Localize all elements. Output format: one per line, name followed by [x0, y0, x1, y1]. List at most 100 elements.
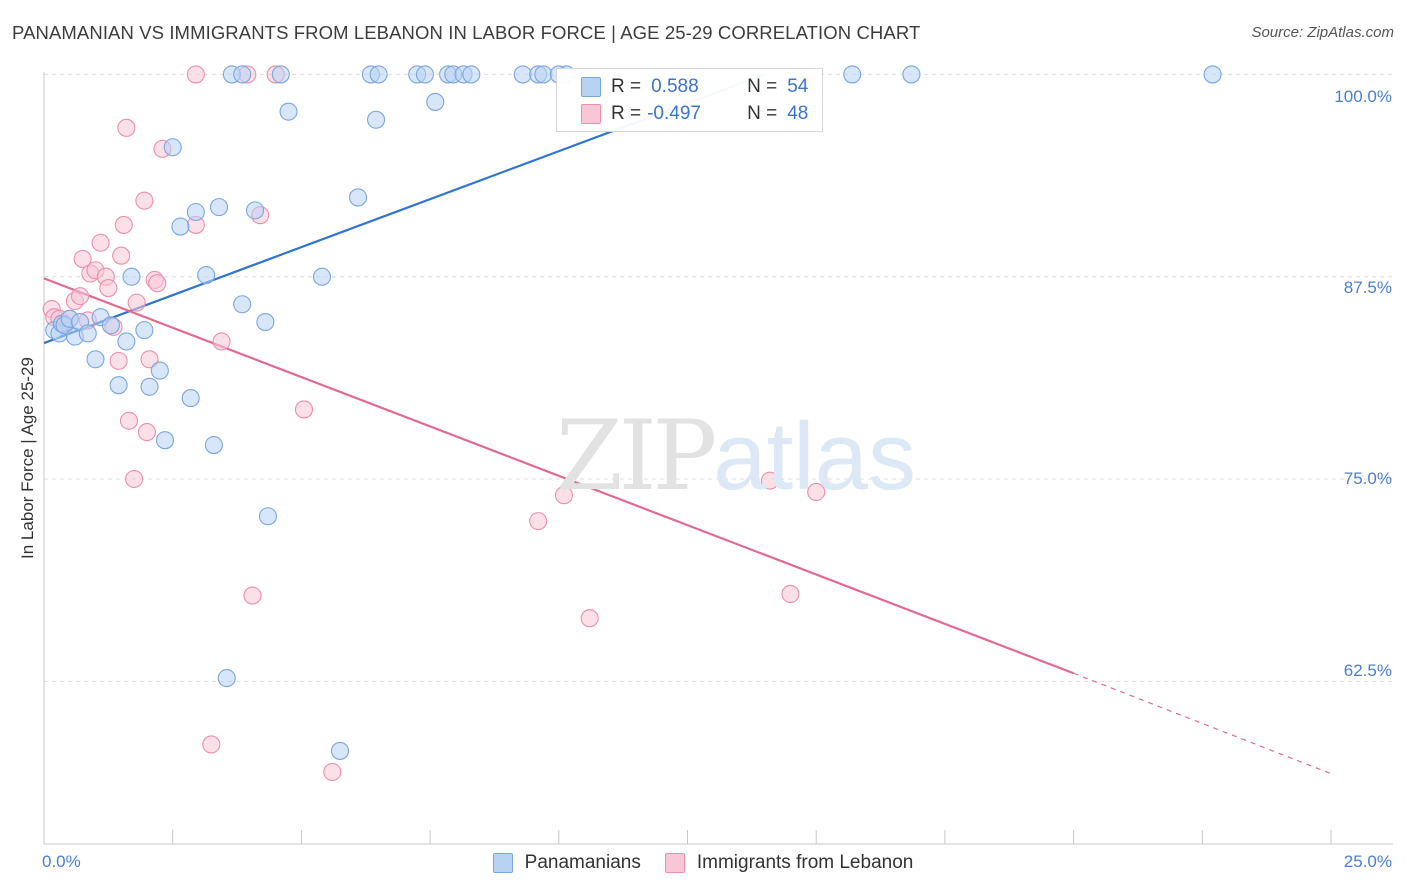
data-point — [534, 65, 553, 84]
data-point — [217, 669, 236, 688]
data-point — [204, 435, 223, 455]
legend-item-label: Panamanians — [524, 852, 641, 873]
data-point — [140, 377, 159, 396]
data-point — [243, 586, 262, 605]
data-point — [279, 102, 298, 121]
y-axis-label: In Labor Force | Age 25-29 — [18, 357, 37, 559]
correlation-legend: R = 0.588 N = 54 R = -0.497 N = 48 — [556, 68, 823, 132]
data-point — [294, 400, 314, 419]
data-point — [233, 65, 252, 84]
data-point — [163, 138, 182, 157]
data-point — [426, 92, 445, 111]
data-point — [580, 609, 599, 628]
data-point — [155, 431, 175, 450]
trend-line — [43, 277, 1074, 675]
data-point — [323, 762, 342, 782]
data-point — [209, 198, 229, 217]
x-tick-label: 0.0% — [42, 852, 81, 871]
data-point — [760, 471, 779, 490]
data-point — [246, 201, 265, 220]
data-point — [70, 287, 90, 306]
data-point — [256, 312, 275, 332]
y-tick-label: 75.0% — [1343, 469, 1392, 488]
data-point — [91, 233, 110, 252]
legend-item-lebanon[interactable]: Immigrants from Lebanon — [664, 852, 914, 874]
trend-layer — [43, 73, 1332, 775]
data-point — [109, 351, 128, 370]
data-point — [150, 361, 169, 380]
data-point — [86, 350, 105, 369]
data-point — [271, 65, 290, 84]
trend-line-extension — [1073, 672, 1332, 775]
data-point — [117, 118, 136, 137]
x-tick-label: 25.0% — [1343, 852, 1392, 871]
legend-n-label: N = — [747, 76, 778, 97]
data-point — [554, 486, 573, 505]
y-tick-label: 62.5% — [1343, 661, 1392, 680]
data-point — [135, 191, 154, 210]
legend-r-value: 0.588 — [651, 76, 699, 97]
data-point — [127, 293, 146, 312]
data-point — [513, 65, 532, 84]
legend-item-label: Immigrants from Lebanon — [696, 852, 914, 873]
data-point — [171, 217, 190, 236]
data-point — [233, 295, 252, 314]
legend-swatch-blue — [492, 853, 513, 873]
legend-swatch-pink — [581, 104, 601, 124]
y-tick-label: 100.0% — [1334, 87, 1392, 106]
data-point — [312, 267, 332, 286]
legend-r-value: -0.497 — [647, 103, 701, 124]
legend-n-value: 54 — [787, 76, 809, 97]
data-point — [202, 735, 221, 754]
data-point — [415, 65, 435, 84]
data-point — [99, 279, 118, 298]
legend-swatch-pink — [664, 853, 685, 873]
data-point — [140, 350, 159, 369]
data-point — [78, 324, 97, 343]
chart-title: PANAMANIAN VS IMMIGRANTS FROM LEBANON IN… — [12, 22, 921, 43]
data-point — [101, 316, 120, 335]
data-point — [148, 274, 167, 293]
legend-row-panamanians: R = 0.588 N = 54 — [581, 75, 808, 99]
data-point — [902, 65, 921, 84]
data-point — [114, 215, 133, 234]
legend-item-panamanians[interactable]: Panamanians — [492, 852, 641, 874]
data-point — [807, 482, 826, 502]
legend-row-lebanon: R = -0.497 N = 48 — [581, 102, 808, 126]
data-point — [186, 202, 205, 222]
legend-r-label: R = — [611, 76, 642, 97]
data-point — [73, 249, 92, 268]
series-legend: Panamanians Immigrants from Lebanon — [0, 852, 1406, 874]
data-point — [843, 65, 862, 84]
data-point — [186, 65, 205, 84]
data-point — [781, 584, 800, 603]
source-credit: Source: ZipAtlas.com — [1251, 24, 1394, 41]
data-point — [369, 65, 388, 84]
data-point — [529, 512, 548, 531]
data-point — [181, 389, 200, 408]
data-point — [212, 332, 231, 351]
data-point — [197, 266, 216, 285]
y-tick-label: 87.5% — [1343, 278, 1392, 297]
axes-layer — [43, 72, 1393, 845]
data-point — [135, 321, 154, 340]
data-point — [109, 376, 128, 395]
data-point — [348, 188, 368, 207]
data-point — [122, 267, 141, 286]
legend-n-value: 48 — [787, 103, 809, 124]
data-point — [119, 411, 138, 430]
data-point — [1203, 65, 1222, 84]
data-point — [366, 110, 386, 129]
legend-n-label: N = — [747, 103, 778, 124]
data-point — [462, 65, 481, 84]
data-point — [258, 507, 277, 526]
data-point — [125, 469, 144, 489]
legend-r-label: R = — [611, 103, 642, 124]
legend-swatch-blue — [581, 77, 601, 97]
points-layer — [42, 65, 1222, 782]
data-point — [112, 246, 131, 265]
data-point — [137, 423, 157, 442]
data-point — [330, 741, 350, 760]
data-point — [117, 332, 136, 351]
